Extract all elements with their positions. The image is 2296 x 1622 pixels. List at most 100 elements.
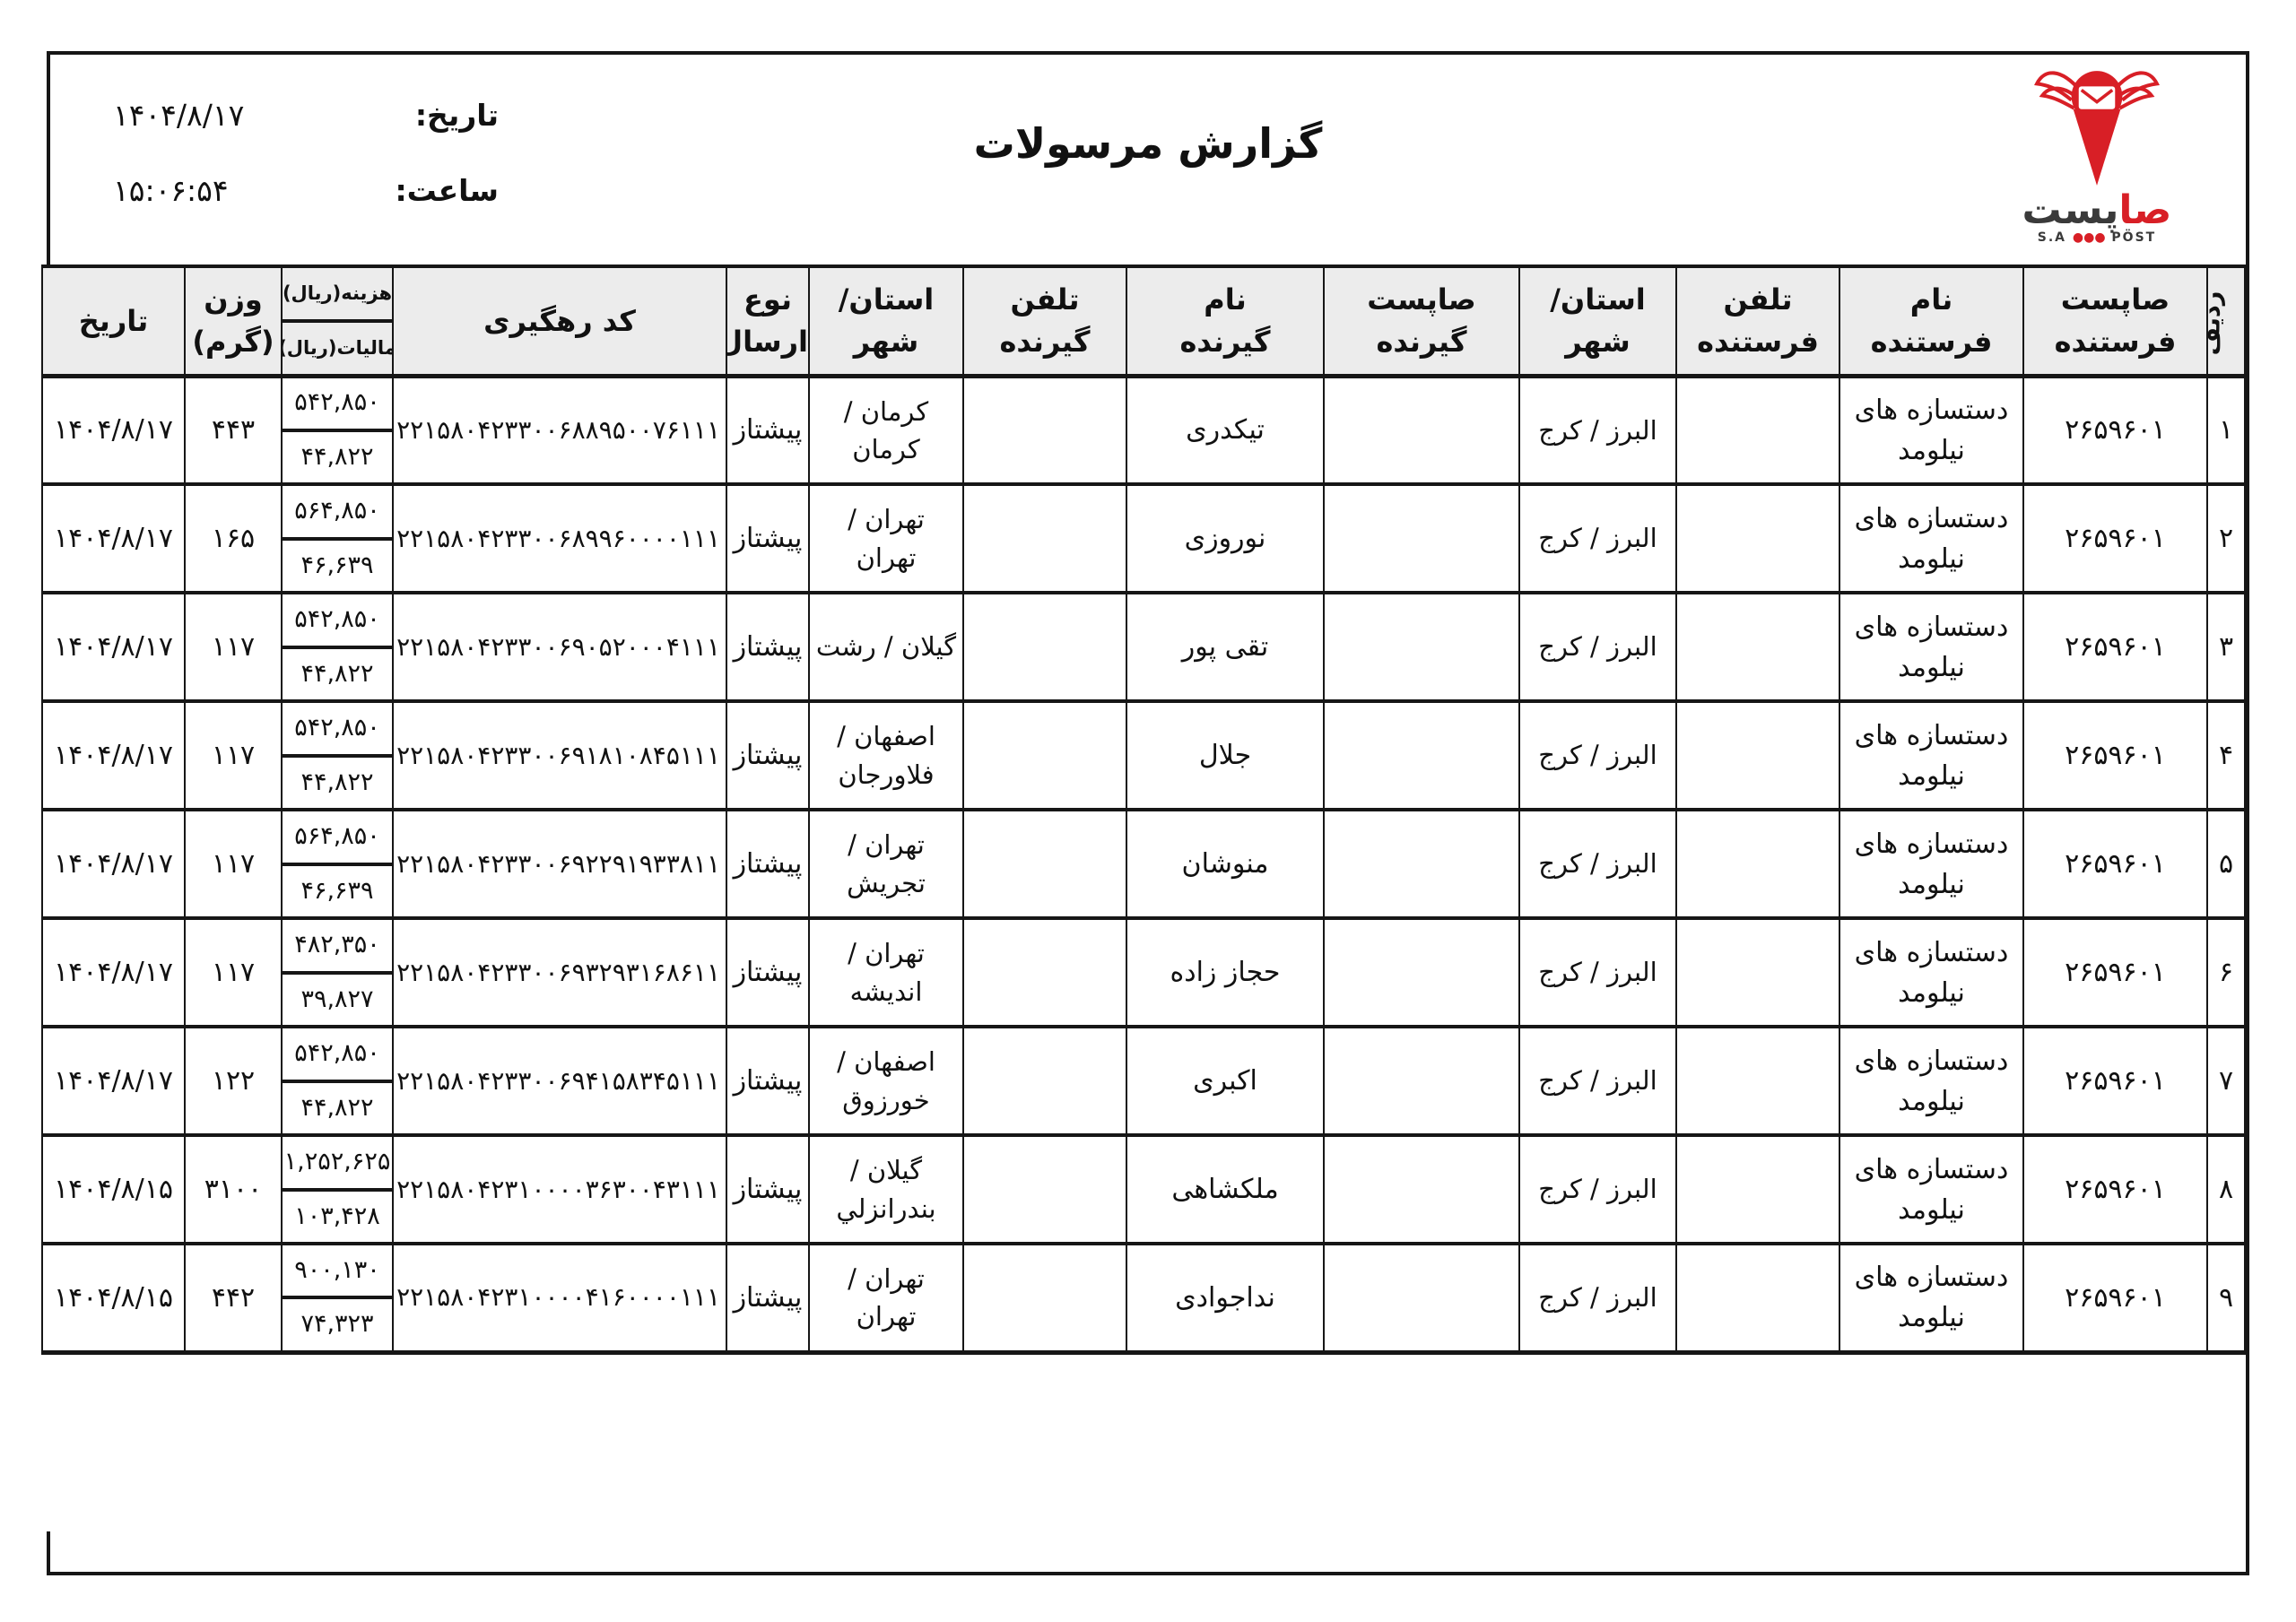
cell-receiver-city: تهران / اندیشه [808, 916, 964, 1028]
cell-tracking-code: ۲۲۱۵۸۰۴۲۳۱۰۰۰۰۳۶۳۰۰۴۳۱۱۱ [392, 1133, 727, 1245]
cell-sender-name: دستسازه های نیلومد [1839, 591, 2024, 703]
cell-sender-city: البرز / کرج [1518, 591, 1677, 703]
page-title: گزارش مرسولات [973, 119, 1323, 168]
date-label: تاریخ: [414, 97, 499, 133]
cell-tax: ۳۹,۸۲۷ [300, 984, 374, 1013]
cell-sender-city: البرز / کرج [1518, 916, 1677, 1028]
cell-sender-sapost: ۲۶۵۹۶۰۱ [2022, 1025, 2208, 1137]
cell-tax: ۴۴,۸۲۲ [300, 659, 374, 688]
cell-receiver-city: تهران / تجریش [808, 808, 964, 920]
cell-send-type: پیشتاز [726, 374, 810, 486]
cell-weight: ۳۱۰۰ [184, 1133, 283, 1245]
logo-sub-left: S.A [2037, 230, 2067, 245]
table-row: ۳ ۲۶۵۹۶۰۱ دستسازه های نیلومد البرز / کرج… [41, 591, 2246, 703]
cell-tax: ۴۴,۸۲۲ [300, 768, 374, 796]
cell-sender-city: البرز / کرج [1518, 374, 1677, 486]
cell-sender-sapost: ۲۶۵۹۶۰۱ [2022, 808, 2208, 920]
col-header-row-no: ردیف [2206, 265, 2246, 378]
cell-tracking-code: ۲۲۱۵۸۰۴۲۳۳۰۰۶۸۹۹۶۰۰۰۰۱۱۱ [392, 482, 727, 594]
cell-sender-name: دستسازه های نیلومد [1839, 808, 2024, 920]
cell-receiver-city: کرمان / کرمان [808, 374, 964, 486]
cell-sender-sapost: ۲۶۵۹۶۰۱ [2022, 591, 2208, 703]
cell-tracking-code: ۲۲۱۵۸۰۴۲۳۳۰۰۶۹۱۸۱۰۸۴۵۱۱۱ [392, 699, 727, 811]
sapost-logo: صاپست S.A ●●● PÖST [2000, 60, 2194, 245]
cell-date: ۱۴۰۴/۸/۱۷ [41, 1025, 186, 1137]
cell-date: ۱۴۰۴/۸/۱۷ [41, 699, 186, 811]
cell-receiver-name: حجاز زاده [1126, 916, 1325, 1028]
cell-send-type: پیشتاز [726, 808, 810, 920]
wordmark-dark-part: پست [2022, 187, 2120, 233]
cell-sender-phone [1675, 808, 1840, 920]
cell-receiver-name: اکبری [1126, 1025, 1325, 1137]
cell-sender-city: البرز / کرج [1518, 808, 1677, 920]
cell-cost: ۵۴۲,۸۵۰ [283, 705, 391, 758]
sapost-wordmark: صاپست [2000, 191, 2194, 230]
cell-send-type: پیشتاز [726, 591, 810, 703]
cell-receiver-name: ملکشاهی [1126, 1133, 1325, 1245]
cell-date: ۱۴۰۴/۸/۱۷ [41, 808, 186, 920]
cell-sender-phone [1675, 1025, 1840, 1137]
cell-receiver-sapost [1323, 808, 1520, 920]
cell-cost: ۴۸۲,۳۵۰ [283, 922, 391, 975]
cell-receiver-sapost [1323, 1133, 1520, 1245]
cell-weight: ۱۱۷ [184, 699, 283, 811]
cell-cost-tax: ۵۶۴,۸۵۰ ۴۶,۶۳۹ [281, 482, 394, 594]
report-header: تاریخ: ۱۴۰۴/۸/۱۷ ساعت: ۱۵:۰۶:۵۴ گزارش مر… [50, 55, 2246, 265]
cell-row-no: ۱ [2206, 374, 2246, 486]
cell-cost: ۵۶۴,۸۵۰ [283, 488, 391, 541]
cell-sender-sapost: ۲۶۵۹۶۰۱ [2022, 1242, 2208, 1354]
table-row: ۶ ۲۶۵۹۶۰۱ دستسازه های نیلومد البرز / کرج… [41, 916, 2246, 1028]
cell-sender-name: دستسازه های نیلومد [1839, 1133, 2024, 1245]
col-header-tracking-code: کد رهگیری [392, 265, 727, 378]
cell-sender-name: دستسازه های نیلومد [1839, 699, 2024, 811]
report-time-row: ساعت: ۱۵:۰۶:۵۴ [113, 166, 499, 214]
cell-send-type: پیشتاز [726, 916, 810, 1028]
cell-tracking-code: ۲۲۱۵۸۰۴۲۳۳۰۰۶۸۸۹۵۰۰۷۶۱۱۱ [392, 374, 727, 486]
cell-cost: ۵۴۲,۸۵۰ [283, 379, 391, 432]
cell-row-no: ۵ [2206, 808, 2246, 920]
cell-sender-sapost: ۲۶۵۹۶۰۱ [2022, 916, 2208, 1028]
cell-receiver-sapost [1323, 482, 1520, 594]
table-row: ۷ ۲۶۵۹۶۰۱ دستسازه های نیلومد البرز / کرج… [41, 1025, 2246, 1137]
cell-sender-phone [1675, 1242, 1840, 1354]
shipments-table: ردیف صاپست فرستنده نام فرستنده تلفن فرستنده… [41, 265, 2246, 1531]
cell-cost-tax: ۵۴۲,۸۵۰ ۴۴,۸۲۲ [281, 1025, 394, 1137]
date-value: ۱۴۰۴/۸/۱۷ [113, 97, 245, 133]
cell-row-no: ۸ [2206, 1133, 2246, 1245]
col-header-sender-phone: تلفن فرستنده [1675, 265, 1840, 378]
cell-row-no: ۳ [2206, 591, 2246, 703]
cell-weight: ۱۲۲ [184, 1025, 283, 1137]
cell-tracking-code: ۲۲۱۵۸۰۴۲۳۱۰۰۰۰۴۱۶۰۰۰۰۱۱۱ [392, 1242, 727, 1354]
cell-tracking-code: ۲۲۱۵۸۰۴۲۳۳۰۰۶۹۳۲۹۳۱۶۸۶۱۱ [392, 916, 727, 1028]
cell-receiver-city: اصفهان / خورزوق [808, 1025, 964, 1137]
table-row: ۱ ۲۶۵۹۶۰۱ دستسازه های نیلومد البرز / کرج… [41, 374, 2246, 486]
col-header-cost-tax: هزینه(ریال) مالیات(ریال) [281, 265, 394, 378]
cell-receiver-phone [962, 374, 1127, 486]
cell-cost: ۱,۲۵۲,۶۲۵ [283, 1139, 391, 1192]
cell-cost-tax: ۹۰۰,۱۳۰ ۷۴,۳۲۳ [281, 1242, 394, 1354]
cell-tax: ۴۶,۶۳۹ [300, 876, 374, 905]
col-header-receiver-name: نام گیرنده [1126, 265, 1325, 378]
cell-receiver-phone [962, 1025, 1127, 1137]
col-header-sender-city: استان/شهر [1518, 265, 1677, 378]
cell-send-type: پیشتاز [726, 1242, 810, 1354]
cell-weight: ۴۴۳ [184, 374, 283, 486]
cell-receiver-sapost [1323, 374, 1520, 486]
table-row: ۴ ۲۶۵۹۶۰۱ دستسازه های نیلومد البرز / کرج… [41, 699, 2246, 811]
col-header-date: تاریخ [41, 265, 186, 378]
cell-send-type: پیشتاز [726, 482, 810, 594]
cell-weight: ۱۱۷ [184, 916, 283, 1028]
cell-row-no: ۴ [2206, 699, 2246, 811]
logo-sub-dots: ●●● [2072, 230, 2106, 245]
cell-sender-city: البرز / کرج [1518, 482, 1677, 594]
cell-receiver-sapost [1323, 699, 1520, 811]
cell-send-type: پیشتاز [726, 1133, 810, 1245]
table-row: ۵ ۲۶۵۹۶۰۱ دستسازه های نیلومد البرز / کرج… [41, 808, 2246, 920]
cell-sender-name: دستسازه های نیلومد [1839, 374, 2024, 486]
cell-date: ۱۴۰۴/۸/۱۷ [41, 482, 186, 594]
cell-weight: ۴۴۲ [184, 1242, 283, 1354]
col-header-sender-name: نام فرستنده [1839, 265, 2024, 378]
cell-receiver-name: جلال [1126, 699, 1325, 811]
cell-weight: ۱۱۷ [184, 808, 283, 920]
time-value: ۱۵:۰۶:۵۴ [113, 172, 229, 208]
